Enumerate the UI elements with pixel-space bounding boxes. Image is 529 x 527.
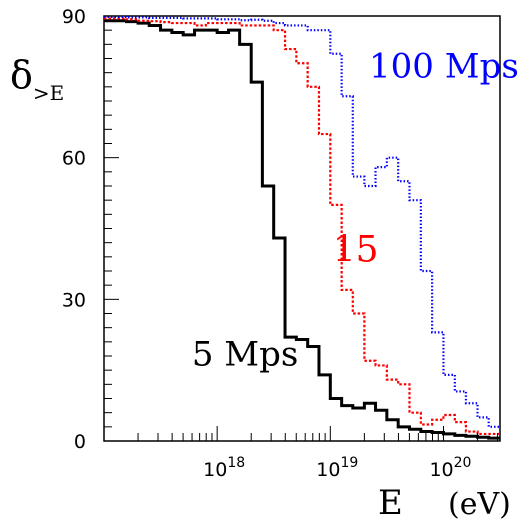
- series-label-1: 15: [333, 230, 379, 271]
- y-tick-label: 0: [74, 431, 86, 453]
- series-label-0: 5 Mps: [192, 334, 298, 374]
- x-tick-label-base: 10: [429, 459, 453, 481]
- series-group: [104, 15, 500, 440]
- x-tick-label-base: 10: [203, 459, 227, 481]
- y-tick-labels: 0 30 60 90: [62, 6, 86, 453]
- axis-ticks: [103, 15, 498, 442]
- series-labels: 100 Mps 15 5 Mps: [192, 46, 519, 374]
- x-tick-label: 1018: [203, 455, 245, 481]
- x-tick-label-exp: 18: [227, 455, 245, 471]
- x-tick-label: 1020: [429, 455, 471, 481]
- y-tick-label: 30: [62, 289, 86, 311]
- x-axis-label: E: [378, 483, 403, 523]
- series-label-2: 100 Mps: [369, 46, 519, 86]
- series-line-1: [104, 17, 500, 436]
- x-tick-label-exp: 19: [340, 455, 358, 471]
- x-tick-label-base: 10: [316, 459, 340, 481]
- x-axis-unit: (eV): [448, 487, 511, 522]
- y-axis-label-sub: >E: [33, 81, 64, 105]
- x-tick-labels: 1018 1019 1020: [203, 455, 471, 481]
- series-line-0: [104, 19, 500, 440]
- series-line-2: [104, 15, 500, 428]
- y-axis-label-base: δ: [10, 53, 33, 97]
- y-axis-label: δ>E: [10, 53, 64, 105]
- x-tick-label: 1019: [316, 455, 358, 481]
- y-tick-label: 90: [62, 6, 86, 28]
- y-tick-label: 60: [62, 148, 86, 170]
- x-tick-label-exp: 20: [454, 455, 472, 471]
